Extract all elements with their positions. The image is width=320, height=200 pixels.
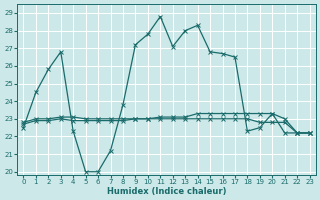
X-axis label: Humidex (Indice chaleur): Humidex (Indice chaleur) xyxy=(107,187,226,196)
